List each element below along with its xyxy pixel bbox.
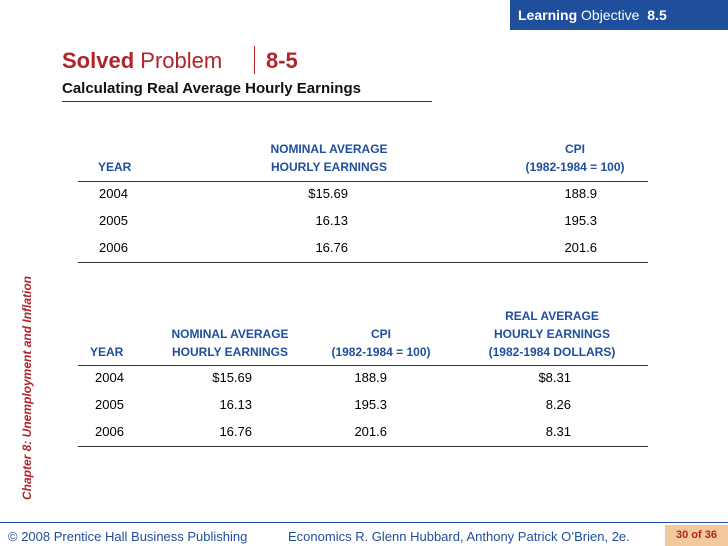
column-header: (1982-1984 DOLLARS) [488, 345, 616, 359]
title-solved: Solved [62, 48, 135, 73]
header-rule [78, 365, 648, 366]
table-cell: $15.69 [212, 370, 252, 385]
column-header: NOMINAL AVERAGE [171, 327, 289, 341]
table-cell: 2005 [95, 397, 124, 412]
objective-number: 8.5 [647, 7, 667, 23]
column-header: NOMINAL AVERAGE [270, 142, 388, 156]
table-cell: 188.9 [564, 186, 597, 201]
table-cell: 2006 [99, 240, 128, 255]
table-cell: 2004 [95, 370, 124, 385]
column-header: HOURLY EARNINGS [171, 345, 289, 359]
title-problem: Problem [140, 48, 223, 73]
table-cell: $15.69 [308, 186, 348, 201]
table-cell: 2004 [99, 186, 128, 201]
column-header: (1982-1984 = 100) [525, 160, 625, 174]
objective-learning: Learning [518, 7, 578, 23]
objective-word: Objective [581, 7, 640, 23]
footer-rule [0, 522, 728, 523]
column-header: YEAR [98, 160, 132, 174]
objective: Learning Objective 8.5 [518, 7, 667, 23]
header-rule [78, 181, 648, 182]
table-cell: 16.76 [315, 240, 348, 255]
objective-box [510, 0, 728, 30]
footer-book: Economics R. Glenn Hubbard, Anthony Patr… [288, 529, 630, 544]
table-cell: 2005 [99, 213, 128, 228]
subtitle-rule [62, 101, 432, 102]
table-cell: 201.6 [354, 424, 387, 439]
bottom-rule [78, 446, 648, 447]
sidebar: Chapter 8: Unemployment and Inflation [20, 275, 34, 500]
subtitle: Calculating Real Average Hourly Earnings [62, 80, 361, 97]
table-cell: 2006 [95, 424, 124, 439]
title-divider [254, 46, 255, 74]
footer-publisher: © 2008 Prentice Hall Business Publishing [8, 529, 248, 544]
column-header: HOURLY EARNINGS [493, 327, 611, 341]
table-cell: 201.6 [564, 240, 597, 255]
table-cell: 8.31 [545, 424, 571, 439]
table-cell: 16.76 [219, 424, 252, 439]
table-cell: 16.13 [219, 397, 252, 412]
table-cell: 195.3 [354, 397, 387, 412]
column-header: CPI [564, 142, 585, 156]
column-header: YEAR [90, 345, 124, 359]
column-header: (1982-1984 = 100) [331, 345, 431, 359]
column-header: HOURLY EARNINGS [270, 160, 388, 174]
bottom-rule [78, 262, 648, 263]
title-number: 8-5 [266, 48, 298, 73]
table-cell: 195.3 [564, 213, 597, 228]
table-cell: $8.31 [538, 370, 571, 385]
title: Solved Problem [62, 48, 222, 74]
table-cell: 188.9 [354, 370, 387, 385]
column-header: CPI [370, 327, 391, 341]
column-header: REAL AVERAGE [505, 309, 599, 323]
page-number: 30 of 36 [665, 525, 728, 546]
table-cell: 16.13 [315, 213, 348, 228]
table-cell: 8.26 [545, 397, 571, 412]
